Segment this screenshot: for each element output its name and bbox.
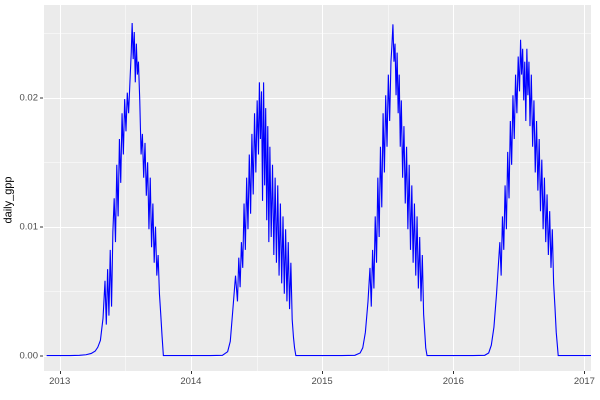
y-tick-label-0.01: 0.01 — [19, 221, 39, 233]
x-tick-mark — [190, 371, 192, 374]
gridline-minor-vertical — [256, 5, 258, 371]
gridline-major-vertical — [322, 5, 324, 371]
y-tick-label-0.02: 0.02 — [19, 92, 39, 104]
x-tick-mark — [322, 371, 324, 374]
gridline-major-vertical — [190, 5, 192, 371]
gridline-major-horizontal — [44, 97, 591, 99]
x-tick-label-2013: 2013 — [49, 376, 71, 387]
gridline-minor-vertical — [387, 5, 389, 371]
y-tick-mark — [40, 226, 43, 228]
gridline-minor-horizontal — [44, 291, 591, 293]
x-tick-label-2014: 2014 — [180, 376, 202, 387]
gridline-minor-vertical — [518, 5, 520, 371]
y-tick-label-0.00: 0.00 — [19, 350, 39, 361]
daily-gpp-polyline — [46, 23, 591, 357]
gridline-major-vertical — [453, 5, 455, 371]
series-line-daily-gpp — [46, 23, 591, 357]
gridline-minor-horizontal — [44, 162, 591, 164]
y-tick-mark — [40, 97, 43, 99]
y-tick-mark — [40, 355, 43, 356]
y-axis-title: daily_gpp — [0, 0, 18, 400]
x-tick-mark — [59, 371, 61, 374]
x-tick-label-2016: 2016 — [442, 376, 464, 387]
x-tick-mark — [584, 371, 586, 374]
plot-panel — [44, 5, 591, 371]
gridline-major-vertical — [59, 5, 61, 371]
y-axis-tick-labels: 0.00 0.01 0.02 — [18, 0, 39, 400]
x-tick-mark — [453, 371, 455, 374]
x-tick-label-2017: 2017 — [573, 376, 595, 387]
x-tick-label-2015: 2015 — [311, 376, 333, 387]
gridline-minor-horizontal — [44, 33, 591, 35]
gridline-major-vertical — [584, 5, 586, 371]
y-axis-title-label: daily_gpp — [3, 176, 15, 224]
gridline-minor-vertical — [125, 5, 127, 371]
gridline-major-horizontal — [44, 226, 591, 228]
